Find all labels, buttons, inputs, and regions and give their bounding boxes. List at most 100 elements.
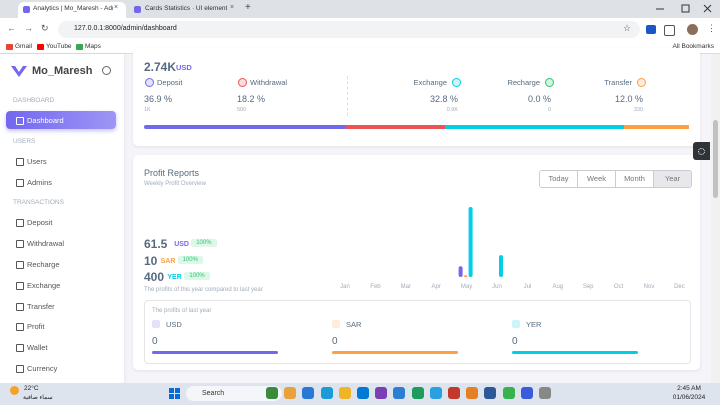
change-badge: 100% <box>184 272 210 280</box>
bookmark[interactable]: YouTube <box>46 43 72 50</box>
tab-title[interactable]: Cards Statistics · UI elements | <box>145 5 227 12</box>
sidebar-item[interactable]: Wallet <box>27 343 48 353</box>
bookmark-icon <box>76 44 83 50</box>
start-button[interactable] <box>169 388 180 399</box>
taskbar-app[interactable] <box>302 387 315 399</box>
bookmark[interactable]: Maps <box>85 43 101 50</box>
new-tab[interactable]: + <box>245 2 251 13</box>
active-item-bg <box>6 111 116 129</box>
sidebar-toggle[interactable] <box>102 66 111 75</box>
sidebar-item[interactable]: Withdrawal <box>27 239 65 249</box>
taskbar-app[interactable] <box>484 387 497 399</box>
currency-label: USD <box>166 320 182 329</box>
stat-percent: 0.0 % <box>527 94 551 104</box>
tab-close[interactable]: × <box>114 4 119 11</box>
taskbar-app[interactable] <box>284 387 297 399</box>
sidebar-section: DASHBOARD <box>13 97 55 104</box>
x-tick-label: Apr <box>432 284 441 290</box>
taskbar-app[interactable] <box>266 387 278 399</box>
progress-bar <box>144 125 690 129</box>
search-box[interactable] <box>186 386 282 401</box>
stat-percent: 18.2 % <box>237 94 266 104</box>
bookmark-icon <box>6 44 13 50</box>
brand-logo <box>11 66 27 77</box>
sidebar-item[interactable]: Deposit <box>27 218 53 228</box>
menu[interactable]: ⋮ <box>707 23 716 33</box>
stat-percent: 12.0 % <box>614 94 643 104</box>
taskbar-app[interactable] <box>520 387 533 399</box>
address-bar[interactable] <box>58 21 640 38</box>
total-value: 10 <box>144 253 158 268</box>
taskbar-app[interactable] <box>338 387 351 399</box>
x-tick-label: Aug <box>552 284 563 290</box>
tab-title[interactable]: Analytics | Mo_Maresh - Admin <box>33 5 113 12</box>
search-text[interactable]: Search <box>202 390 225 397</box>
taskbar-app[interactable] <box>411 387 424 399</box>
address-text[interactable]: 127.0.0.1:8000/admin/dashboard <box>74 25 177 32</box>
total-currency: SAR <box>160 257 176 265</box>
taskbar-app[interactable] <box>466 387 479 399</box>
profile[interactable] <box>687 24 698 35</box>
x-tick-label: Dec <box>674 284 685 290</box>
sidebar-item[interactable]: Dashboard <box>27 116 64 125</box>
window-controls <box>656 4 712 13</box>
all-bookmarks[interactable]: All Bookmarks <box>672 43 714 50</box>
period-button[interactable]: Year <box>653 171 691 187</box>
sidebar-icon <box>16 365 24 373</box>
currency-icon <box>152 320 160 328</box>
taskbar-app[interactable] <box>502 387 515 399</box>
stat-name: Exchange <box>413 78 447 87</box>
taskbar-app[interactable] <box>375 387 388 399</box>
summary-currency: USD <box>176 63 192 72</box>
clock: 2:45 AM <box>677 385 701 392</box>
nav-buttons[interactable]: ←→↻ <box>7 23 57 33</box>
maximize[interactable] <box>681 4 690 13</box>
taskbar-app[interactable] <box>357 387 369 399</box>
period-button[interactable]: Today <box>540 171 577 187</box>
sidebar-icon <box>16 281 24 290</box>
taskbar-app[interactable] <box>393 387 406 399</box>
sidebar-item[interactable]: Transfer <box>27 301 55 311</box>
scroll-thumb[interactable] <box>713 120 718 198</box>
taskbar-app[interactable] <box>539 387 551 399</box>
sidebar-section: USERS <box>13 137 36 145</box>
extension[interactable] <box>646 25 656 34</box>
extensions[interactable] <box>664 25 675 36</box>
x-tick-label: Sep <box>583 284 594 290</box>
total-value: 61.5 <box>144 237 168 251</box>
sidebar-item[interactable]: Admins <box>27 177 53 187</box>
sidebar-item[interactable]: Profit <box>27 322 45 332</box>
close[interactable] <box>703 4 712 13</box>
stat-amount: 0.9K <box>446 107 458 113</box>
period-button[interactable]: Month <box>615 171 653 187</box>
sidebar-item[interactable]: Recharge <box>27 260 60 269</box>
stat-name: Withdrawal <box>250 78 288 87</box>
bookmark[interactable]: Gmail <box>15 43 32 50</box>
sidebar-item[interactable]: Users <box>27 156 47 166</box>
stat-name: Transfer <box>604 78 632 87</box>
tab-icon <box>23 6 30 13</box>
stat-amount: 330 <box>633 107 643 113</box>
sidebar-icon <box>16 219 24 228</box>
sidebar-item[interactable]: Currency <box>27 364 58 373</box>
taskbar-app[interactable] <box>320 387 333 399</box>
bar <box>463 275 468 277</box>
brand-name[interactable]: Mo_Maresh <box>32 65 93 77</box>
scrollbar <box>711 54 720 383</box>
weather-desc: سماء صافية <box>23 395 53 401</box>
sidebar <box>0 54 124 383</box>
bookmark-icon <box>37 44 44 50</box>
profit-chart: Jan Feb Mar Apr May Jun Jul Aug Sep Oct Nov Dec <box>340 207 685 290</box>
taskbar-app[interactable] <box>429 387 442 399</box>
star[interactable]: ☆ <box>623 23 632 33</box>
stat-icon <box>145 78 154 87</box>
sidebar-item[interactable]: Exchange <box>27 280 61 290</box>
active-tab[interactable] <box>18 2 126 18</box>
bar <box>458 266 463 277</box>
taskbar-app[interactable] <box>448 387 460 399</box>
date: 01/06/2024 <box>672 394 706 401</box>
tab-close[interactable]: × <box>230 4 235 11</box>
period-buttons: Today Week Month Year <box>539 170 692 188</box>
period-button[interactable]: Week <box>577 171 615 187</box>
currency-bar <box>332 351 458 354</box>
